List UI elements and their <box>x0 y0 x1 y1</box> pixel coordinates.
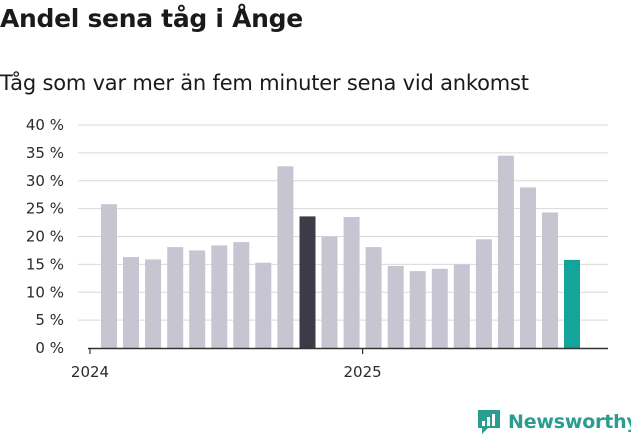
bar-2025-08 <box>520 187 536 348</box>
y-tick-label: 30 % <box>26 172 64 190</box>
x-tick-label: 2025 <box>344 363 382 381</box>
bars <box>101 155 580 348</box>
bar-2024-03 <box>145 259 162 348</box>
y-tick-label: 25 % <box>26 200 64 218</box>
y-axis-ticks: 0 % 5 % 10 % 15 % 20 % 25 % 30 % 35 % 40 % <box>26 116 64 357</box>
chart-title: Andel sena tåg i Ånge <box>0 4 303 33</box>
y-tick-label: 10 % <box>26 283 64 301</box>
bar-2025-07 <box>497 155 514 348</box>
newsworthy-icon <box>478 410 500 434</box>
x-axis-ticks: 2024 2025 <box>71 348 382 381</box>
y-tick-label: 35 % <box>26 144 64 162</box>
bar-2024-07 <box>233 242 250 348</box>
bar-2024-05 <box>189 250 206 348</box>
y-tick-label: 5 % <box>35 311 64 329</box>
bar-2025-06 <box>475 239 492 348</box>
y-tick-label: 0 % <box>35 339 64 357</box>
y-tick-label: 40 % <box>26 116 64 134</box>
y-tick-label: 20 % <box>26 228 64 246</box>
brand-name: Newsworthy <box>508 411 631 433</box>
bar-2024-10 <box>299 216 316 348</box>
bar-2025-05 <box>453 264 470 348</box>
bar-2024-09 <box>277 166 294 348</box>
bar-2025-10 <box>564 259 580 348</box>
bar-2024-02 <box>123 257 139 348</box>
bar-2025-04 <box>431 268 448 348</box>
bar-2025-09 <box>542 212 558 348</box>
bar-2024-12 <box>343 217 360 348</box>
bar-2024-08 <box>255 262 272 348</box>
bar-2024-04 <box>167 247 184 348</box>
y-tick-label: 15 % <box>26 255 64 273</box>
gridlines <box>78 124 608 321</box>
bar-2025-02 <box>387 266 404 348</box>
newsworthy-logo: Newsworthy <box>476 408 631 436</box>
bar-2024-01 <box>101 204 117 348</box>
bar-2024-11 <box>321 236 338 348</box>
bar-2025-03 <box>409 271 426 348</box>
bar-2025-01 <box>365 247 382 348</box>
chart-subtitle: Tåg som var mer än fem minuter sena vid … <box>0 71 529 95</box>
x-tick-label: 2024 <box>71 363 109 381</box>
bar-2024-06 <box>211 245 228 348</box>
